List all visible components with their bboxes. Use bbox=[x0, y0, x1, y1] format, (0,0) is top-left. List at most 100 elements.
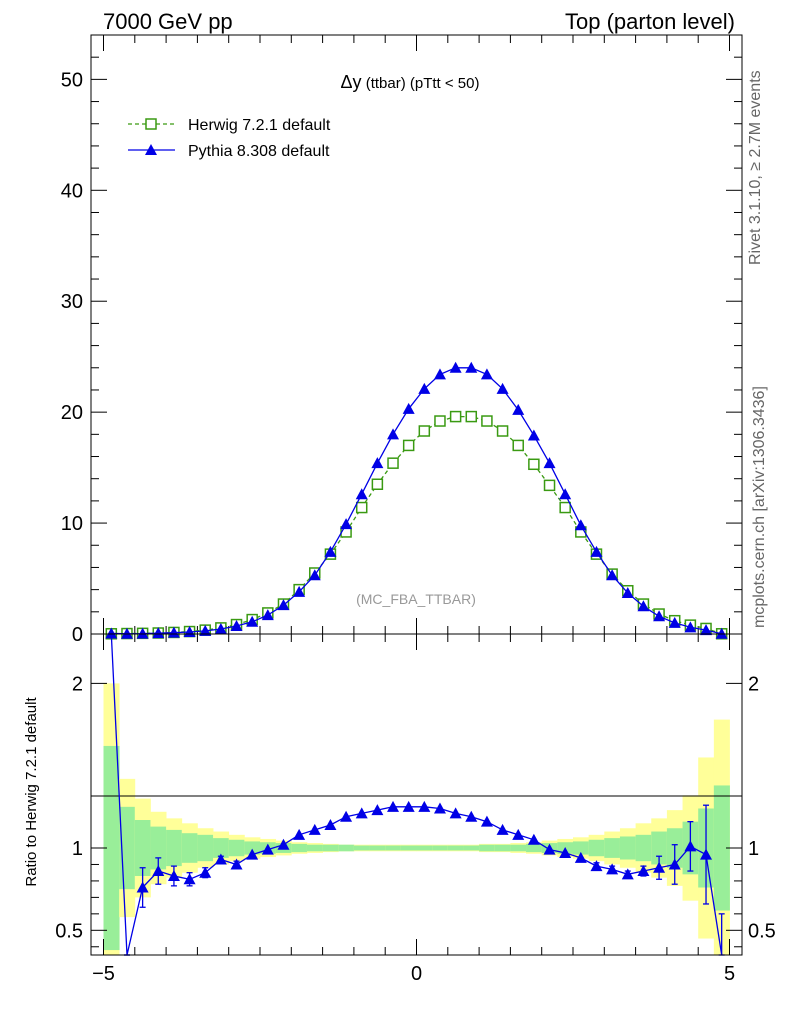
ratio-point bbox=[653, 861, 666, 873]
pythia-point bbox=[700, 624, 713, 636]
ratio-band-green bbox=[181, 833, 198, 863]
pythia-point bbox=[653, 610, 666, 622]
pythia-point bbox=[574, 519, 587, 531]
herwig-point bbox=[449, 410, 462, 423]
pythia-point bbox=[199, 624, 212, 636]
ratio-band-green bbox=[713, 785, 730, 911]
pythia-point bbox=[621, 586, 634, 598]
ratio-band-green bbox=[134, 820, 151, 876]
ratio-band-green bbox=[494, 844, 511, 852]
ratio-point bbox=[277, 838, 290, 850]
pythia-point bbox=[152, 627, 165, 639]
series-line-1 bbox=[111, 367, 722, 635]
ratio-point bbox=[433, 802, 446, 814]
ratio-point bbox=[684, 840, 697, 852]
series-line-0 bbox=[111, 415, 722, 635]
ratio-band-green bbox=[166, 829, 183, 867]
pythia-point bbox=[433, 368, 446, 380]
legend-pythia-marker bbox=[145, 144, 157, 155]
pythia-point bbox=[590, 545, 603, 557]
ratio-band-green bbox=[385, 845, 402, 851]
ratio-point bbox=[637, 865, 650, 877]
ratio-series bbox=[108, 633, 725, 956]
plot-title-rest: (ttbar) (pTtt < 50) bbox=[362, 75, 480, 92]
ratio-point bbox=[574, 851, 587, 863]
ratio-y-tick-label: 1 bbox=[72, 838, 83, 860]
ratio-point bbox=[700, 848, 713, 860]
ratio-band-green bbox=[510, 844, 527, 852]
ratio-band-green bbox=[353, 845, 370, 851]
herwig-point bbox=[465, 410, 478, 423]
rivet-label: Rivet 3.1.10, ≥ 2.7M events bbox=[747, 70, 764, 265]
ratio-point bbox=[199, 866, 212, 878]
ratio-y-tick-label-right: 0.5 bbox=[748, 920, 776, 942]
ratio-point bbox=[167, 869, 180, 881]
ratio-panel: 0.5 0.5 1 1 2 2 −5 0 5 Ratio to Herwig 7.2.1 de… bbox=[23, 633, 776, 985]
pythia-point bbox=[543, 457, 556, 469]
herwig-point bbox=[371, 478, 384, 490]
legend-herwig-marker bbox=[145, 118, 157, 130]
ratio-point bbox=[402, 800, 415, 812]
ratio-point bbox=[230, 858, 243, 870]
ratio-band-green bbox=[635, 834, 652, 862]
pythia-point bbox=[277, 599, 290, 611]
ratio-band-green bbox=[197, 834, 214, 862]
pythia-point bbox=[606, 569, 619, 581]
ratio-band-green bbox=[103, 745, 120, 951]
pythia-point bbox=[324, 545, 337, 557]
ratio-point bbox=[465, 810, 478, 822]
main-y-tick-label: 50 bbox=[61, 69, 83, 91]
herwig-point bbox=[543, 479, 556, 492]
ratio-point bbox=[371, 804, 384, 816]
pythia-point bbox=[668, 616, 681, 628]
pythia-point bbox=[715, 627, 728, 639]
pythia-point bbox=[512, 403, 525, 415]
pythia-point bbox=[465, 361, 478, 373]
ratio-point bbox=[621, 868, 634, 880]
main-series bbox=[105, 361, 728, 640]
ratio-point bbox=[246, 848, 259, 860]
ratio-point bbox=[559, 846, 572, 858]
main-x-axis bbox=[103, 35, 730, 634]
pythia-point bbox=[230, 620, 243, 632]
ratio-band-green bbox=[588, 839, 605, 857]
ratio-point bbox=[606, 863, 619, 875]
ratio-point bbox=[261, 843, 274, 855]
ratio-band-green bbox=[432, 845, 449, 851]
ratio-point bbox=[152, 865, 165, 877]
herwig-point bbox=[481, 415, 493, 427]
herwig-point bbox=[418, 425, 431, 437]
ratio-point bbox=[324, 818, 337, 830]
main-y-tick-label: 0 bbox=[72, 624, 83, 646]
ratio-band-green bbox=[322, 844, 339, 852]
pythia-point bbox=[293, 585, 306, 597]
pythia-point bbox=[559, 488, 572, 500]
pythia-point bbox=[480, 368, 493, 380]
pythia-point bbox=[136, 627, 149, 639]
pythia-point bbox=[261, 609, 274, 621]
ratio-x-tick-label: −5 bbox=[92, 963, 115, 985]
ratio-band-green bbox=[604, 838, 621, 858]
legend-item-herwig: Herwig 7.2.1 default bbox=[128, 117, 331, 134]
pythia-point bbox=[684, 621, 697, 633]
pythia-point bbox=[371, 457, 384, 469]
plot-title-symbol: Δy bbox=[341, 72, 362, 92]
ratio-band-green bbox=[526, 843, 543, 853]
pythia-point bbox=[246, 615, 259, 627]
ratio-point bbox=[308, 823, 321, 835]
ratio-band-green bbox=[306, 844, 323, 852]
pythia-point bbox=[355, 488, 368, 500]
ratio-band-green bbox=[619, 836, 636, 860]
ratio-y-tick-label-right: 2 bbox=[748, 673, 759, 695]
ratio-line bbox=[110, 633, 723, 956]
header-right: Top (parton level) bbox=[565, 9, 735, 34]
ratio-point bbox=[355, 807, 368, 819]
pythia-point bbox=[120, 627, 133, 639]
ratio-point bbox=[293, 828, 306, 840]
ratio-band-green bbox=[228, 839, 245, 857]
ratio-band-green bbox=[479, 844, 496, 852]
ratio-x-axis: −5 0 5 bbox=[92, 634, 735, 985]
ratio-bands bbox=[103, 683, 730, 955]
main-y-axis: 0 10 20 30 40 50 bbox=[61, 34, 742, 646]
